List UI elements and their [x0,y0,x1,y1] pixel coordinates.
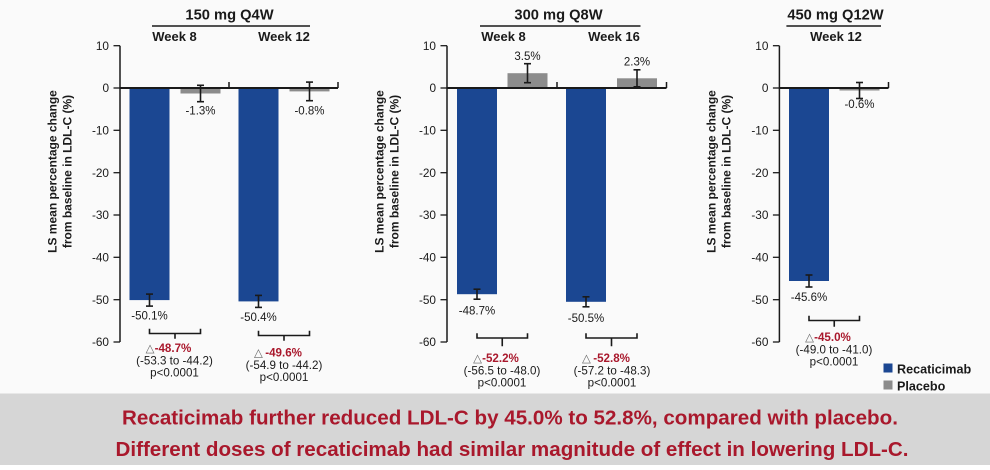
svg-text:Recaticimab further reduced LD: Recaticimab further reduced LDL-C by 45.… [122,407,898,430]
svg-text:from baseline in LDL-C (%): from baseline in LDL-C (%) [720,95,734,248]
svg-text:from baseline in LDL-C (%): from baseline in LDL-C (%) [388,95,402,248]
svg-text:-50.1%: -50.1% [131,311,167,323]
svg-text:-50: -50 [92,293,109,307]
svg-text:-60: -60 [751,335,768,349]
svg-text:-60: -60 [92,335,109,349]
svg-text:-30: -30 [419,208,436,222]
svg-text:LS mean percentage change: LS mean percentage change [46,90,60,253]
svg-text:-45.6%: -45.6% [791,292,827,304]
svg-text:LS mean percentage change: LS mean percentage change [705,90,719,253]
svg-text:-48.7%: -48.7% [459,306,495,318]
svg-text:Week 16: Week 16 [588,29,640,44]
svg-text:Week 8: Week 8 [152,29,197,44]
svg-text:(-54.9 to -44.2): (-54.9 to -44.2) [246,359,323,372]
svg-text:10: 10 [96,39,110,53]
svg-text:△ -52.8%: △ -52.8% [582,352,630,365]
svg-text:-10: -10 [419,124,436,138]
svg-text:-50.4%: -50.4% [240,312,276,324]
svg-text:-20: -20 [419,166,436,180]
svg-text:-10: -10 [751,124,768,138]
svg-text:Week 8: Week 8 [481,29,526,44]
svg-text:0: 0 [102,81,109,95]
svg-text:-40: -40 [419,251,436,265]
svg-text:0: 0 [429,81,436,95]
svg-text:-1.3%: -1.3% [185,106,215,118]
svg-text:△ -49.6%: △ -49.6% [254,347,302,360]
svg-text:(-57.2 to -48.3): (-57.2 to -48.3) [574,364,651,377]
svg-text:from baseline in LDL-C (%): from baseline in LDL-C (%) [61,95,75,248]
svg-text:(-49.0 to -41.0): (-49.0 to -41.0) [796,343,873,356]
svg-text:450 mg Q12W: 450 mg Q12W [787,8,883,24]
svg-text:0: 0 [762,81,769,95]
svg-text:-50: -50 [419,293,436,307]
svg-text:△-52.2%: △-52.2% [473,352,519,365]
svg-text:-50.5%: -50.5% [568,313,604,325]
svg-text:△-45.0%: △-45.0% [805,331,851,344]
svg-text:-50: -50 [751,293,768,307]
svg-text:Recaticimab: Recaticimab [897,363,972,377]
svg-text:p<0.0001: p<0.0001 [478,377,527,390]
svg-text:-40: -40 [92,251,109,265]
svg-text:3.5%: 3.5% [514,51,540,63]
svg-text:Week 12: Week 12 [810,29,862,44]
svg-text:300 mg Q8W: 300 mg Q8W [514,8,602,24]
svg-text:-0.6%: -0.6% [844,99,874,111]
svg-text:-60: -60 [419,335,436,349]
svg-text:150 mg Q4W: 150 mg Q4W [185,8,273,24]
svg-text:(-53.3 to -44.2): (-53.3 to -44.2) [136,354,213,367]
svg-text:Week 12: Week 12 [258,29,310,44]
svg-text:-30: -30 [751,208,768,222]
svg-text:-40: -40 [751,251,768,265]
svg-text:-20: -20 [751,166,768,180]
svg-text:-30: -30 [92,208,109,222]
svg-text:2.3%: 2.3% [624,57,650,69]
svg-text:LS mean percentage change: LS mean percentage change [373,90,387,253]
svg-text:-0.8%: -0.8% [294,106,324,118]
svg-text:-20: -20 [92,166,109,180]
svg-text:p<0.0001: p<0.0001 [260,371,309,384]
svg-text:(-56.5 to -48.0): (-56.5 to -48.0) [464,364,541,377]
svg-text:△-48.7%: △-48.7% [146,342,192,355]
svg-text:-10: -10 [92,124,109,138]
svg-text:p<0.0001: p<0.0001 [810,356,859,369]
svg-text:Placebo: Placebo [897,380,946,394]
svg-text:10: 10 [755,39,769,53]
svg-text:Different doses of recaticimab: Different doses of recaticimab had simil… [116,438,909,461]
svg-text:10: 10 [423,39,437,53]
svg-text:p<0.0001: p<0.0001 [150,367,199,380]
svg-text:p<0.0001: p<0.0001 [588,377,637,390]
